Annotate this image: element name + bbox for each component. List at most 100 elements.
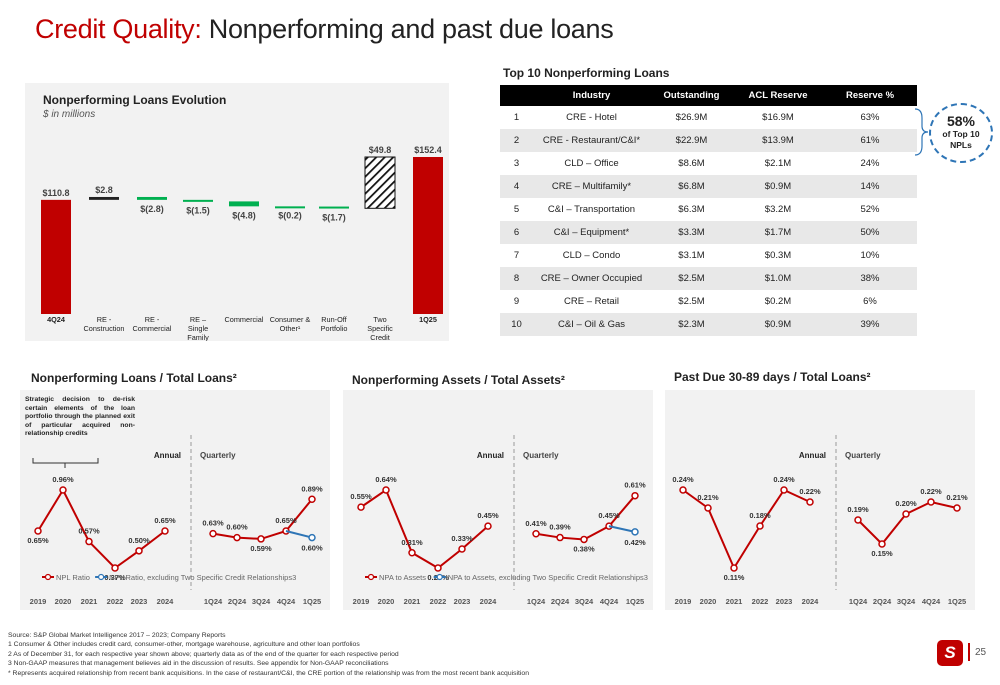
quarterly-point: [953, 504, 961, 512]
col-header-industry: Industry: [533, 85, 650, 106]
cell-outstanding: $22.9M: [650, 129, 733, 152]
annual-data-label: 0.22%: [799, 487, 821, 496]
quarterly-data-label: 0.39%: [549, 523, 571, 532]
waterfall-category-label: RE – Single Family: [187, 315, 209, 341]
cell-industry: C&I – Transportation: [547, 204, 636, 215]
annual-point: [85, 537, 93, 546]
waterfall-bar: [275, 206, 305, 209]
quarterly-data-label: 0.21%: [946, 493, 968, 502]
annual-data-label: 0.50%: [128, 536, 150, 545]
npl-chart-title: Nonperforming Loans / Total Loans²: [31, 371, 237, 385]
waterfall-bar: [413, 157, 443, 314]
waterfall-category-label: RE -Commercial: [133, 315, 172, 333]
table-row: 10 C&I – Oil & Gas $2.3M $0.9M 39%: [500, 313, 917, 336]
x-tick-label: 2023: [131, 597, 148, 606]
col-header-reserve: Reserve %: [823, 85, 917, 106]
waterfall-value-label: $49.8: [369, 145, 392, 155]
callout-pct: 58%: [946, 113, 976, 129]
waterfall-bar: [137, 196, 167, 200]
cell-outstanding: $2.5M: [678, 296, 705, 307]
annual-label: Annual: [154, 451, 181, 460]
annual-point: [679, 486, 687, 494]
table-row: 8 CRE – Owner Occupied $2.5M $1.0M 38%: [500, 267, 917, 290]
annual-data-label: 0.24%: [672, 475, 694, 484]
annual-series-line: [682, 488, 811, 571]
cell-industry: CLD – Office: [564, 158, 619, 169]
table-header-row: Industry Outstanding ACL Reserve Reserve…: [500, 85, 917, 106]
cell-acl: $16.9M: [762, 112, 794, 123]
waterfall-category-label: RE -Construction: [84, 315, 125, 333]
cell-acl: $0.2M: [764, 296, 792, 307]
quarterly-point: [532, 530, 540, 538]
annual-series-line: [37, 487, 166, 570]
annual-data-label: 0.37%: [104, 573, 126, 582]
annual-data-label: 0.65%: [154, 516, 176, 525]
quarterly-data-label: 0.15%: [871, 549, 893, 558]
x-tick-label: 2021: [81, 597, 98, 606]
quarterly-point: [902, 510, 910, 518]
x-tick-label: 4Q24: [922, 597, 941, 606]
waterfall-panel: Nonperforming Loans Evolution $ in milli…: [25, 83, 449, 341]
legend-marker: [436, 573, 443, 581]
npa-chart-panel: AnnualQuarterly0.55%0.64%0.31%0.23%0.33%…: [343, 390, 653, 610]
cell-industry: C&I – Oil & Gas: [533, 313, 650, 336]
footnote-3: 3 Non-GAAP measures that management beli…: [8, 660, 389, 668]
x-tick-label: 2019: [30, 597, 47, 606]
quarterly-data-label: 0.41%: [525, 519, 547, 528]
cell-outstanding: $26.9M: [675, 112, 708, 123]
quarterly-point: [308, 495, 316, 504]
top10-callout: 58% of Top 10 NPLs: [929, 103, 993, 163]
waterfall-chart: $110.8 4Q24 $2.8 RE -Construction $(2.8) RE -…: [41, 145, 443, 341]
cell-acl: $0.9M: [733, 175, 823, 198]
annual-point: [780, 486, 788, 494]
annual-data-label: 0.33%: [451, 534, 473, 543]
waterfall-bar: [364, 156, 396, 209]
adjusted-data-label: 0.42%: [624, 538, 646, 547]
cell-reserve: 38%: [823, 267, 917, 290]
cell-reserve: 61%: [823, 129, 917, 152]
quarterly-series-line: [535, 495, 636, 541]
pastdue-chart-title: Past Due 30-89 days / Total Loans²: [674, 370, 871, 384]
annual-point: [704, 504, 712, 512]
x-tick-label: 2Q24: [873, 597, 892, 606]
cell-outstanding: $2.5M: [650, 267, 733, 290]
adjusted-data-label: 0.60%: [301, 544, 323, 553]
legend-marker: [367, 573, 375, 581]
waterfall-category-label: 1Q25: [419, 315, 437, 324]
cell-rank: 4: [500, 175, 533, 198]
x-tick-label: 1Q24: [849, 597, 868, 606]
x-tick-label: 1Q25: [626, 597, 644, 606]
cell-outstanding: $6.3M: [678, 204, 705, 215]
annual-point: [730, 564, 738, 572]
cell-reserve: 14%: [823, 175, 917, 198]
x-tick-label: 2020: [55, 597, 72, 606]
table-row: 6 C&I – Equipment* $3.3M $1.7M 50%: [500, 221, 917, 244]
legend-label: NPA to Assets: [379, 573, 426, 582]
cell-industry: CLD – Condo: [562, 250, 621, 261]
callout-text: of Top 10 NPLs: [942, 129, 980, 150]
cell-rank: 10: [500, 313, 533, 336]
x-tick-label: 1Q24: [527, 597, 546, 606]
table-row: 1 CRE - Hotel $26.9M $16.9M 63%: [500, 106, 917, 129]
annual-data-label: 0.96%: [52, 475, 74, 484]
pastdue-chart-panel: Annual Quarterly 0.24% 0.21% 0.11% 0.18% 0.24%…: [665, 390, 975, 610]
x-tick-label: 2023: [776, 597, 793, 606]
cell-rank: 6: [500, 221, 533, 244]
waterfall-value-label: $(4.8): [232, 210, 256, 220]
adjusted-series-line: [285, 530, 313, 539]
annual-point: [357, 503, 365, 511]
waterfall-title: Nonperforming Loans Evolution: [43, 93, 227, 107]
npa-chart-title: Nonperforming Assets / Total Assets²: [352, 373, 565, 387]
cell-outstanding: $6.8M: [650, 175, 733, 198]
cell-reserve: 39%: [823, 313, 917, 336]
quarterly-series-line: [857, 500, 958, 546]
annual-point: [111, 564, 119, 572]
annual-point: [484, 522, 492, 530]
cell-reserve: 63%: [860, 112, 880, 123]
waterfall-value-label: $(1.7): [322, 212, 346, 222]
table-row: 4 CRE – Multifamily* $6.8M $0.9M 14%: [500, 175, 917, 198]
top10-table-wrap: Industry Outstanding ACL Reserve Reserve…: [500, 85, 917, 336]
quarterly-label: Quarterly: [200, 451, 236, 460]
quarterly-data-label: 0.22%: [920, 487, 942, 496]
top10-title: Top 10 Nonperforming Loans: [503, 66, 670, 80]
